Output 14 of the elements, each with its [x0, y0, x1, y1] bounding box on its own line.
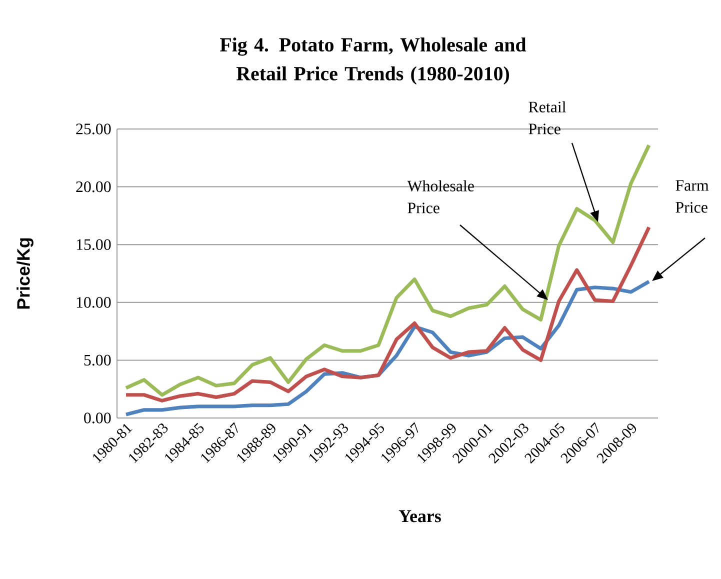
y-tick-label: 15.00 — [76, 239, 111, 250]
y-tick-label: 10.00 — [76, 296, 111, 308]
y-axis-title: Price/Kg — [16, 238, 34, 309]
y-tick-label: 0.00 — [84, 412, 111, 424]
text: Farm Price — [676, 180, 709, 213]
annotation: Wholesale Price — [407, 180, 474, 214]
x-axis-title: Years — [398, 510, 441, 522]
annotation: Retail Price — [528, 101, 566, 134]
line-series — [124, 143, 651, 397]
y-tick-label: 5.00 — [84, 354, 111, 366]
line-series — [124, 225, 651, 402]
y-tick-label: 25.00 — [76, 124, 111, 134]
chart-title: Fig 4. Potato Farm, Wholesale and Retail Price Trends (1980-2010) — [220, 38, 526, 84]
y-tick-label: 20.00 — [76, 181, 111, 192]
